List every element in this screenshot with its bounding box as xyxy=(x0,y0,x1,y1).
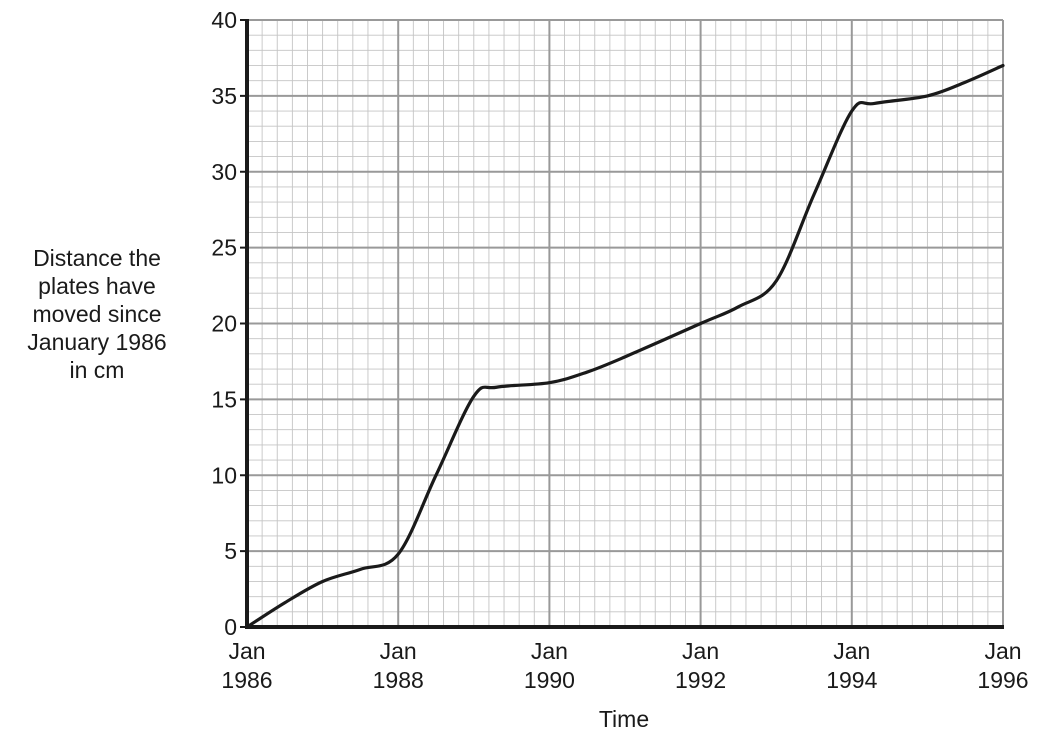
x-tick-label: Jan xyxy=(833,638,870,664)
x-tick-label: Jan xyxy=(380,638,417,664)
y-tick-label: 15 xyxy=(211,386,237,412)
y-tick-label: 0 xyxy=(224,614,237,640)
y-tick-label: 25 xyxy=(211,235,237,261)
x-tick-label: 1986 xyxy=(221,667,272,693)
y-axis-label-line: Distance the xyxy=(33,245,161,271)
series-line xyxy=(245,63,1005,629)
y-tick-label: 35 xyxy=(211,83,237,109)
y-tick-label: 20 xyxy=(211,311,237,337)
x-tick-labels: Jan 1986 Jan 1988 Jan 1990 Jan 1992 Jan 1994 Jan 19… xyxy=(221,638,1028,693)
series-group xyxy=(245,63,1005,629)
y-tick-labels: 0 5 10 15 20 25 30 35 40 xyxy=(211,7,237,640)
x-tick-label: 1996 xyxy=(977,667,1028,693)
x-tick-label: 1990 xyxy=(524,667,575,693)
y-axis-label-line: in cm xyxy=(69,357,125,383)
y-axis-label-line: January 1986 xyxy=(27,329,167,355)
y-tick-label: 30 xyxy=(211,159,237,185)
y-axis-label-line: moved since xyxy=(32,301,162,327)
x-tick-label: 1988 xyxy=(373,667,424,693)
y-axis-label-line: plates have xyxy=(38,273,156,299)
x-tick-label: 1992 xyxy=(675,667,726,693)
x-tick-label: Jan xyxy=(531,638,568,664)
x-tick-label: Jan xyxy=(682,638,719,664)
x-tick-label: 1994 xyxy=(826,667,877,693)
axes xyxy=(240,19,1004,629)
y-tick-label: 10 xyxy=(211,462,237,488)
y-axis-label: Distance the plates have moved since Jan… xyxy=(2,244,192,384)
x-axis-label: Time xyxy=(599,706,649,732)
y-tick-label: 40 xyxy=(211,7,237,33)
y-tick-label: 5 xyxy=(224,538,237,564)
x-tick-label: Jan xyxy=(228,638,265,664)
x-tick-label: Jan xyxy=(984,638,1021,664)
